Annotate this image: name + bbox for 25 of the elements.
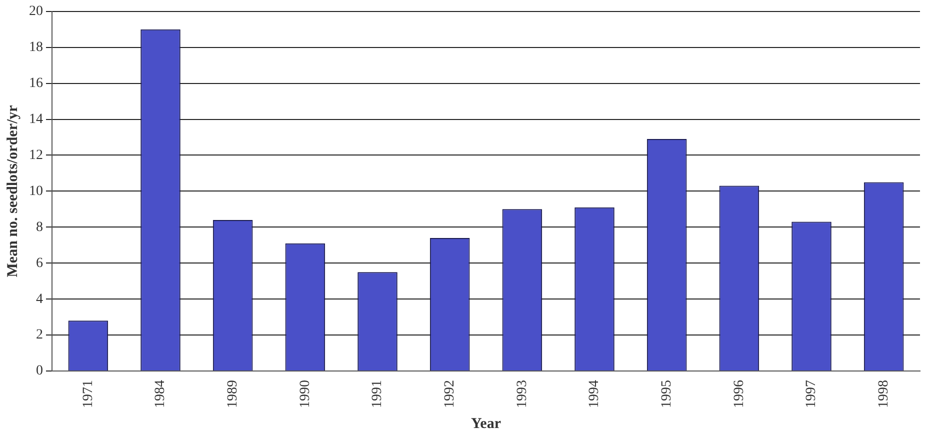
x-tick-label: 1989 — [226, 380, 241, 408]
x-tick-label: 1990 — [298, 380, 313, 408]
x-tick-label: 1991 — [370, 380, 386, 408]
x-tick-label: 1996 — [732, 380, 747, 408]
y-tick-label: 14 — [29, 112, 43, 127]
y-tick-label: 6 — [36, 256, 43, 271]
y-tick-label: 2 — [36, 328, 43, 343]
x-tick-label: 1992 — [442, 380, 458, 408]
y-tick-label: 8 — [36, 220, 43, 235]
y-tick-label: 0 — [36, 364, 43, 379]
y-tick-label: 18 — [29, 40, 43, 56]
x-axis-title: Year — [471, 416, 502, 432]
x-tick-label: 1998 — [876, 380, 892, 408]
y-tick-label: 10 — [29, 184, 43, 199]
y-tick-label: 4 — [36, 292, 43, 307]
x-tick-label: 1997 — [804, 380, 820, 408]
y-tick-label: 12 — [29, 148, 43, 163]
y-tick-label: 16 — [29, 76, 43, 91]
x-tick-label: 1984 — [153, 380, 168, 408]
x-tick-label: 1993 — [514, 380, 530, 408]
x-tick-label: 1971 — [80, 380, 96, 408]
x-tick-label: 1995 — [660, 380, 675, 408]
x-tick-label: 1994 — [587, 380, 602, 408]
y-tick-label: 20 — [29, 4, 43, 20]
y-axis-title: Mean no. seedlots/order/yr — [4, 104, 21, 278]
